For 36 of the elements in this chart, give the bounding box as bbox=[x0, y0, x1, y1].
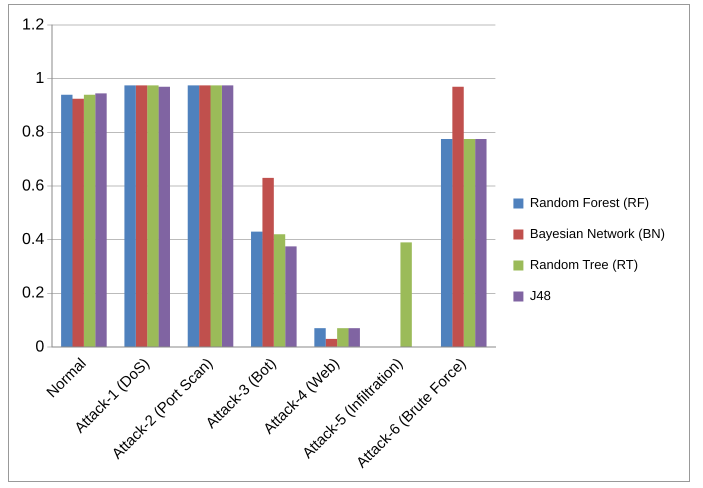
legend-label: Random Forest (RF) bbox=[530, 195, 650, 210]
bar bbox=[452, 86, 464, 346]
bar bbox=[188, 85, 200, 346]
bar bbox=[222, 85, 234, 346]
y-tick-label: 1 bbox=[35, 70, 44, 88]
bar bbox=[326, 338, 338, 346]
bar bbox=[285, 246, 297, 346]
y-tick-label: 1.2 bbox=[22, 16, 44, 34]
bar bbox=[440, 139, 452, 346]
bar bbox=[210, 85, 222, 346]
y-tick-label: 0.8 bbox=[22, 124, 44, 141]
bar bbox=[337, 328, 349, 346]
legend-label: J48 bbox=[530, 288, 551, 304]
legend-label: Bayesian Network (BN) bbox=[530, 226, 666, 242]
bar bbox=[72, 98, 84, 346]
bar bbox=[348, 328, 360, 346]
y-tick-label: 0.4 bbox=[22, 231, 44, 248]
bar bbox=[274, 234, 286, 346]
bar bbox=[147, 85, 159, 346]
bar bbox=[136, 85, 148, 346]
bar bbox=[124, 85, 136, 346]
bar bbox=[475, 139, 487, 346]
bar bbox=[251, 232, 262, 346]
bar bbox=[158, 86, 170, 346]
bar bbox=[84, 94, 96, 346]
bar bbox=[262, 178, 274, 346]
y-tick-label: 0 bbox=[35, 338, 44, 356]
bar bbox=[61, 94, 72, 346]
legend-label: Random Tree (RT) bbox=[530, 257, 638, 272]
bar bbox=[314, 328, 326, 346]
y-tick-label: 0.2 bbox=[22, 284, 44, 302]
bar bbox=[464, 139, 476, 346]
bar bbox=[95, 93, 107, 346]
y-tick-label: 0.6 bbox=[22, 177, 44, 194]
bar bbox=[400, 242, 412, 346]
bar bbox=[199, 85, 211, 346]
